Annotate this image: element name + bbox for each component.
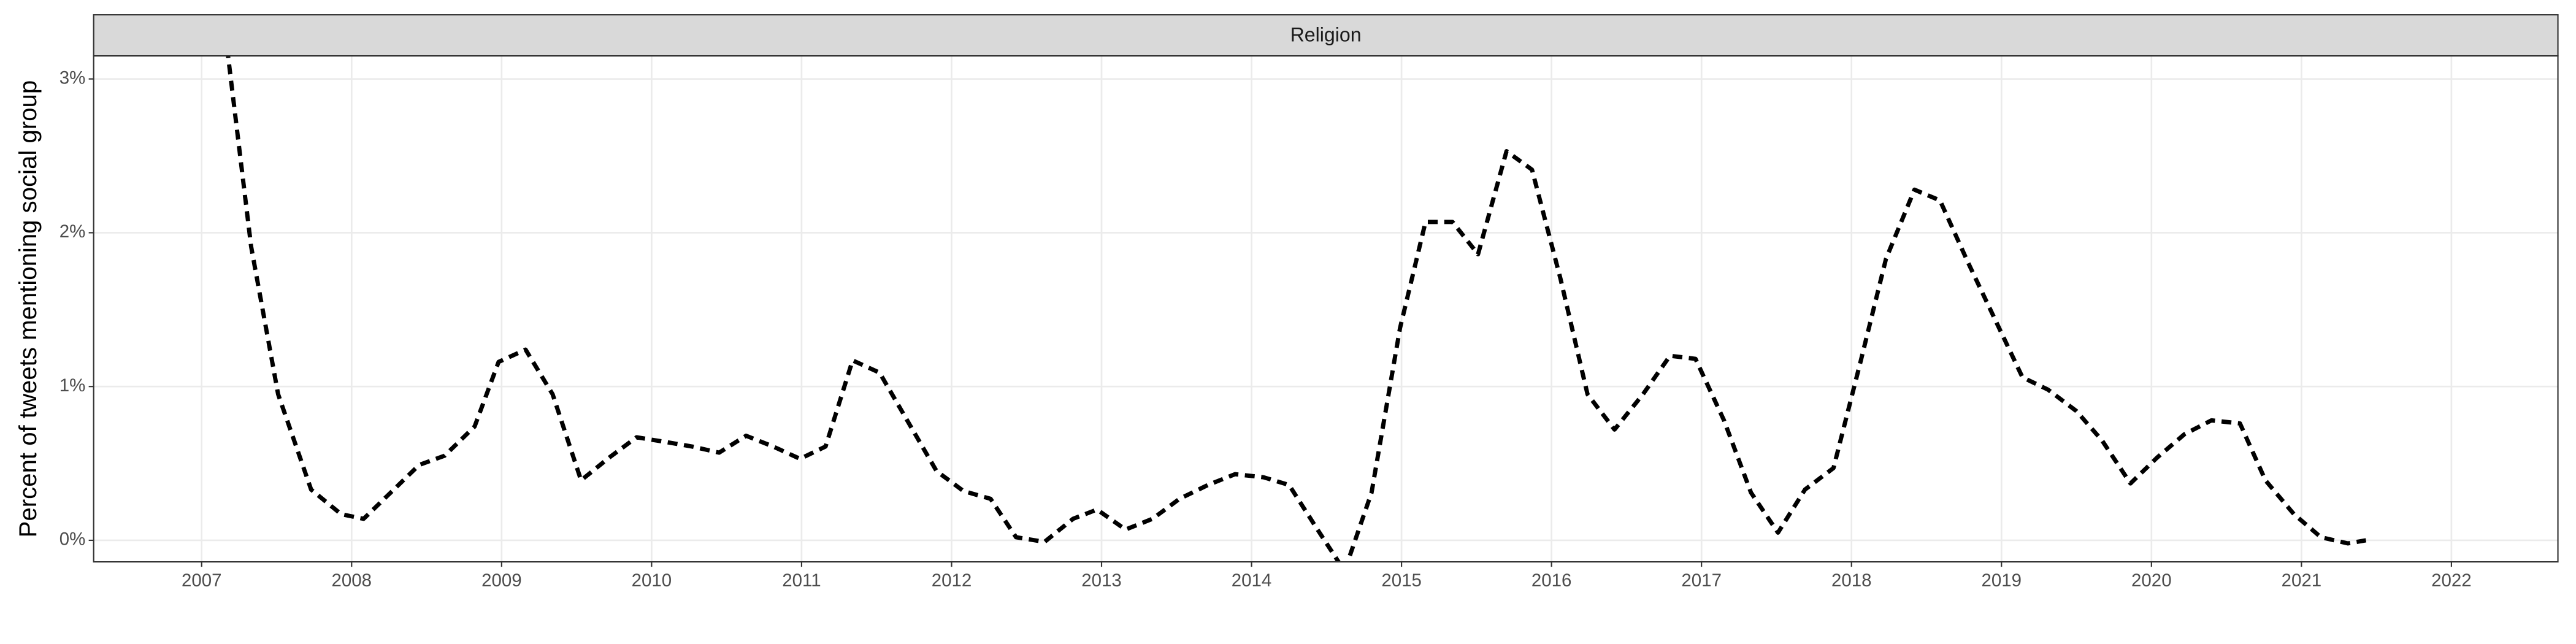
x-tick-label: 2022 xyxy=(2431,570,2472,591)
line-layer xyxy=(226,56,2367,562)
x-tick-label: 2019 xyxy=(1982,570,2022,591)
plot-background xyxy=(93,56,2558,562)
y-axis-label: Percent of tweets mentioning social grou… xyxy=(14,80,42,538)
x-tick-label: 2016 xyxy=(1531,570,1572,591)
x-tick-label: 2020 xyxy=(2131,570,2172,591)
x-tick-label: 2015 xyxy=(1381,570,1422,591)
grid xyxy=(93,56,2558,562)
data-line xyxy=(226,56,2367,562)
x-tick-label: 2010 xyxy=(632,570,672,591)
x-tick-label: 2009 xyxy=(481,570,522,591)
strip-label: Religion xyxy=(1290,23,1362,45)
x-tick-label: 2018 xyxy=(1831,570,1872,591)
x-tick-label: 2017 xyxy=(1681,570,1722,591)
facet-strip xyxy=(93,14,2559,57)
x-tick-label: 2008 xyxy=(332,570,372,591)
x-tick-label: 2012 xyxy=(932,570,972,591)
x-tick-label: 2014 xyxy=(1232,570,1272,591)
y-tick-label: 3% xyxy=(59,67,86,88)
x-tick-label: 2021 xyxy=(2282,570,2322,591)
x-tick-label: 2007 xyxy=(182,570,222,591)
y-tick-label: 0% xyxy=(59,529,86,550)
y-tick-label: 2% xyxy=(59,221,86,242)
x-tick-label: 2011 xyxy=(782,570,821,591)
x-tick-label: 2013 xyxy=(1081,570,1122,591)
y-tick-label: 1% xyxy=(59,375,86,396)
